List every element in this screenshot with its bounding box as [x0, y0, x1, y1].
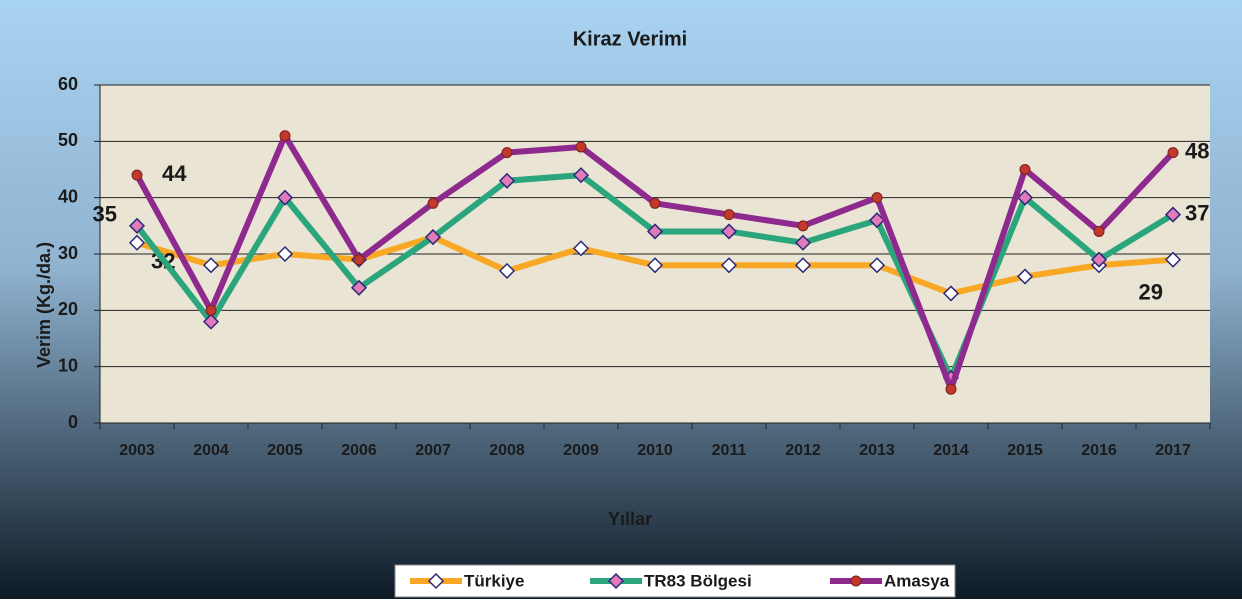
y-tick-label: 10 — [58, 355, 78, 375]
point — [797, 220, 809, 232]
x-tick-label: 2010 — [637, 442, 673, 459]
y-tick-label: 20 — [58, 299, 78, 319]
y-tick-label: 60 — [58, 74, 78, 94]
x-tick-label: 2008 — [489, 442, 525, 459]
point — [501, 147, 513, 159]
point — [279, 130, 291, 142]
y-tick-label: 50 — [58, 130, 78, 150]
x-tick-label: 2013 — [859, 442, 895, 459]
x-tick-label: 2011 — [712, 442, 747, 459]
point — [202, 257, 220, 274]
point — [1016, 268, 1034, 285]
x-tick-label: 2017 — [1155, 442, 1191, 459]
point — [128, 217, 146, 234]
point — [646, 223, 664, 240]
point — [942, 285, 960, 302]
legend-marker — [850, 575, 862, 587]
point — [427, 197, 439, 209]
point — [871, 192, 883, 204]
point — [1164, 206, 1182, 223]
x-tick-label: 2006 — [341, 442, 377, 459]
point — [1164, 251, 1182, 268]
point — [498, 172, 516, 189]
y-axis-label: Verim (Kg./da.) — [34, 242, 54, 368]
legend-marker — [607, 572, 625, 590]
point — [131, 169, 143, 181]
data-label: 48 — [1185, 138, 1209, 163]
x-tick-label: 2015 — [1007, 442, 1043, 459]
data-label: 35 — [93, 202, 117, 227]
point — [720, 257, 738, 274]
x-tick-label: 2014 — [933, 442, 969, 459]
point — [276, 189, 294, 206]
legend-label: Amasya — [884, 571, 950, 590]
chart-title: Kiraz Verimi — [573, 28, 688, 50]
point — [205, 304, 217, 316]
legend-label: TR83 Bölgesi — [644, 571, 752, 590]
point — [1167, 147, 1179, 159]
x-tick-label: 2003 — [119, 442, 155, 459]
data-label: 37 — [1185, 200, 1209, 225]
x-tick-label: 2005 — [267, 442, 303, 459]
point — [276, 245, 294, 263]
point — [424, 229, 442, 246]
point — [1016, 189, 1034, 206]
x-tick-label: 2009 — [563, 442, 599, 459]
point — [646, 257, 664, 274]
y-tick-label: 0 — [68, 412, 78, 432]
legend-label: Türkiye — [464, 571, 524, 590]
point — [498, 262, 516, 279]
point — [572, 240, 590, 257]
point — [794, 257, 812, 274]
y-tick-label: 40 — [58, 186, 78, 206]
point — [202, 313, 220, 330]
y-tick-label: 30 — [58, 243, 78, 263]
x-tick-label: 2012 — [785, 442, 821, 459]
point — [353, 254, 365, 266]
point — [723, 209, 735, 221]
point — [350, 279, 368, 296]
point — [1019, 164, 1031, 175]
legend-marker — [427, 572, 445, 590]
point — [1090, 251, 1108, 268]
point — [649, 197, 661, 209]
point — [945, 383, 957, 395]
data-label: 29 — [1139, 279, 1163, 304]
x-axis-label: Yıllar — [608, 509, 652, 529]
point — [572, 167, 590, 184]
x-tick-label: 2016 — [1081, 442, 1117, 459]
point — [575, 141, 587, 153]
x-tick-label: 2007 — [415, 442, 451, 459]
x-tick-label: 2004 — [193, 442, 229, 459]
point — [720, 223, 738, 240]
data-label: 44 — [162, 161, 187, 186]
point — [794, 234, 812, 251]
point — [128, 234, 146, 251]
point — [868, 257, 886, 274]
point — [1093, 225, 1105, 237]
